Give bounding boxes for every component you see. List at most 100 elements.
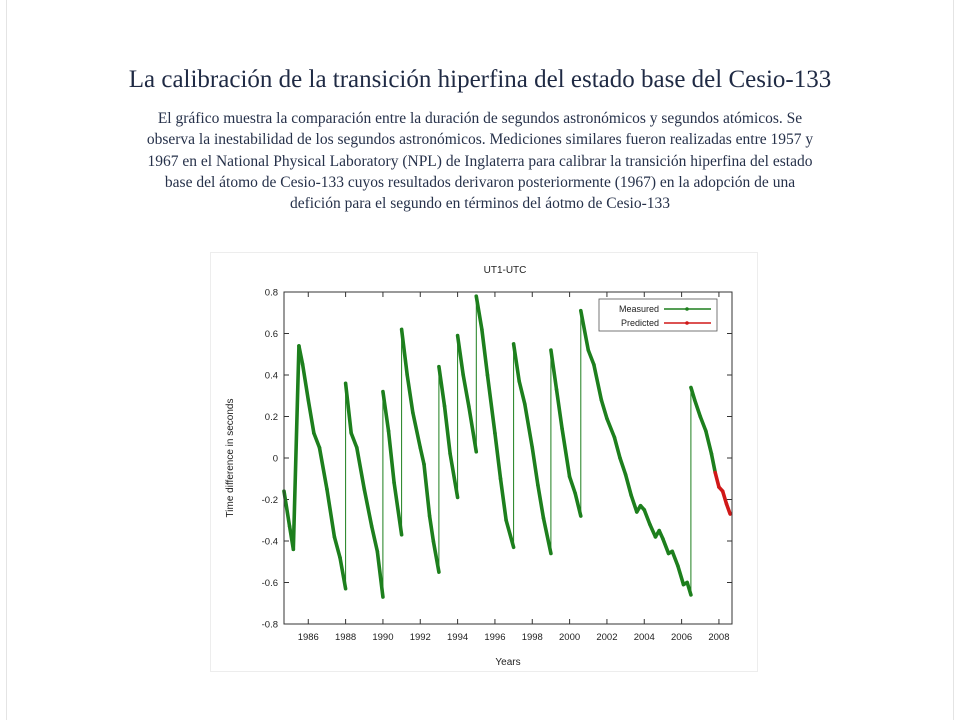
series-segment-measured — [375, 549, 385, 599]
series-segment-measured — [629, 493, 639, 514]
series-segment-measured — [381, 389, 391, 433]
y-tick-label: 0.8 — [265, 288, 278, 299]
series-segment-measured — [599, 398, 609, 421]
x-tick-label: 2002 — [596, 632, 617, 643]
series-segment-measured — [511, 342, 522, 384]
series-segment-measured — [480, 327, 490, 377]
series-segment-measured — [517, 379, 527, 406]
x-tick-label: 1998 — [522, 632, 543, 643]
series-segment-measured — [541, 516, 553, 556]
x-axis: 1986 1988 1990 1992 1994 1996 1998 2000 2002 2004… — [298, 292, 730, 643]
series-segment-measured — [448, 452, 460, 500]
series-segment-measured — [554, 387, 564, 431]
series-segment-measured — [291, 344, 301, 552]
series-segment-measured — [704, 429, 714, 456]
y-axis: -0.8 -0.6 -0.4 -0.2 0 0.2 0.4 0.6 0.8 — [262, 288, 732, 631]
series-segment-measured — [369, 524, 380, 554]
x-tick-label: 1986 — [298, 632, 319, 643]
series-segment-measured — [536, 483, 546, 520]
x-tick-label: 1994 — [447, 632, 468, 643]
series-segment-predicted — [720, 489, 729, 506]
x-tick-label: 2000 — [559, 632, 580, 643]
series-segment-measured — [362, 487, 374, 529]
x-tick-label: 1992 — [410, 632, 431, 643]
series-segment-measured — [431, 539, 441, 574]
series-segment-measured — [560, 427, 572, 479]
y-tick-label: -0.6 — [262, 578, 278, 589]
slide-description: El gráfico muestra la comparación entre … — [146, 110, 814, 213]
y-tick-label: -0.8 — [262, 620, 278, 631]
series-segment-measured — [466, 404, 479, 454]
y-tick-label: 0.4 — [265, 371, 278, 382]
series-segment-measured — [325, 487, 337, 539]
series-segment-measured — [332, 535, 342, 560]
series-segment-measured — [442, 404, 452, 456]
plot-frame — [283, 291, 733, 625]
x-axis-label: Years — [495, 657, 520, 668]
y-tick-label: -0.4 — [262, 537, 278, 548]
series-segment-measured — [578, 308, 591, 352]
chart-container: UT1-UTC -0.8 -0.6 -0.4 -0.2 0 0.2 0.4 0.6 0.8 19… — [211, 253, 757, 671]
series-segment-measured — [498, 476, 508, 523]
series-segment-predicted — [713, 470, 721, 489]
series-segment-measured — [661, 537, 671, 556]
x-tick-label: 1990 — [372, 632, 393, 643]
legend-marker-measured — [685, 307, 689, 311]
series-layer — [282, 294, 732, 599]
series-segment-measured — [648, 522, 658, 539]
series-segment-measured — [612, 435, 622, 460]
x-tick-label: 2006 — [671, 632, 692, 643]
x-tick-label: 2008 — [708, 632, 729, 643]
series-line-measured — [283, 296, 716, 598]
legend-box — [598, 298, 718, 332]
y-tick-label: 0.2 — [265, 412, 278, 423]
slide-title: La calibración de la transición hiperfin… — [128, 66, 832, 93]
series-segment-measured — [605, 416, 617, 440]
series-segment-measured — [317, 445, 329, 491]
legend-label-predicted: Predicted — [621, 318, 659, 328]
series-segment-measured — [455, 333, 465, 377]
chart-title: UT1-UTC — [484, 265, 527, 276]
series-segment-measured — [386, 429, 396, 485]
y-tick-label: 0.6 — [265, 329, 278, 340]
series-segment-measured — [685, 580, 693, 597]
series-segment-measured — [300, 362, 311, 402]
y-tick-label: 0 — [273, 454, 278, 465]
x-tick-label: 1988 — [335, 632, 356, 643]
legend-label-measured: Measured — [619, 304, 659, 314]
series-segment-measured — [474, 294, 484, 332]
series-segment-measured — [338, 555, 348, 591]
series-segment-measured — [670, 549, 680, 568]
series-segment-measured — [399, 327, 409, 377]
series-segment-predicted — [724, 501, 732, 516]
ut1-utc-chart: UT1-UTC -0.8 -0.6 -0.4 -0.2 0 0.2 0.4 0.6 0.8 19… — [225, 265, 733, 668]
y-axis-label: Time difference in seconds — [225, 399, 236, 518]
series-segment-measured — [437, 364, 447, 408]
series-segment-measured — [392, 481, 404, 537]
series-segment-measured — [573, 491, 583, 518]
series-segment-measured — [692, 398, 703, 419]
chart-legend: Measured Predicted — [598, 298, 718, 332]
slide-right-edge — [953, 0, 954, 720]
slide-left-edge — [6, 0, 7, 720]
x-tick-label: 1996 — [484, 632, 505, 643]
series-segment-measured — [504, 518, 516, 550]
series-segment-measured — [698, 414, 708, 433]
series-segment-measured — [411, 410, 423, 450]
series-segment-measured — [618, 456, 628, 477]
series-segment-measured — [522, 402, 535, 450]
series-segment-measured — [282, 489, 292, 529]
series-segment-measured — [306, 398, 316, 435]
series-segment-measured — [485, 373, 497, 435]
series-segment-measured — [642, 508, 652, 527]
series-segment-measured — [676, 564, 686, 587]
x-tick-label: 2004 — [634, 632, 655, 643]
series-segment-measured — [418, 445, 426, 467]
series-segment-measured — [297, 344, 305, 367]
series-segment-measured — [461, 373, 471, 408]
legend-marker-predicted — [685, 321, 689, 325]
series-segment-measured — [405, 373, 415, 415]
series-segment-measured — [592, 362, 604, 402]
series-segment-measured — [549, 348, 559, 392]
series-segment-measured — [623, 472, 634, 498]
